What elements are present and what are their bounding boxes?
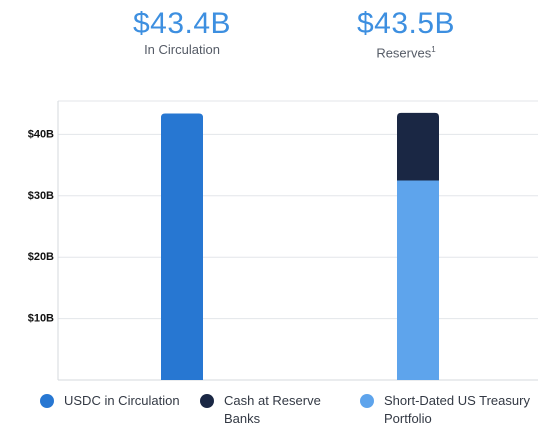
bar-segment — [397, 112, 439, 181]
stat-circulation: $43.4B In Circulation — [92, 6, 272, 58]
y-tick-label: $40B — [28, 128, 54, 140]
legend-item-treasury: Short-Dated US Treasury Portfolio — [360, 392, 530, 428]
bar-segment — [161, 113, 203, 381]
bar-segment — [397, 180, 439, 380]
legend-label-circulation: USDC in Circulation — [64, 393, 180, 408]
legend-item-cash: Cash at Reserve Banks — [200, 392, 360, 428]
reserves-label-text: Reserves — [376, 45, 432, 61]
chart-legend: USDC in Circulation Cash at Reserve Bank… — [0, 392, 548, 432]
reserves-footnote-marker[interactable]: 1 — [431, 45, 436, 54]
reserves-value: $43.5B — [356, 7, 456, 40]
circulation-label: In Circulation — [92, 42, 272, 58]
y-tick-label: $30B — [28, 190, 54, 202]
legend-item-circulation: USDC in Circulation — [40, 392, 200, 410]
reserves-label: Reserves1 — [316, 42, 496, 61]
circulation-label-text: In Circulation — [144, 42, 220, 57]
legend-label-cash: Cash at Reserve Banks — [224, 393, 321, 426]
reserves-bar-chart: $10B $20B $30B $40B — [28, 100, 538, 381]
legend-label-treasury: Short-Dated US Treasury Portfolio — [384, 393, 530, 426]
y-tick-label: $20B — [28, 251, 54, 263]
legend-swatch-circulation — [40, 394, 54, 408]
y-tick-label: $10B — [28, 313, 54, 325]
circulation-value: $43.4B — [132, 7, 232, 40]
legend-swatch-treasury — [360, 394, 374, 408]
stat-reserves: $43.5B Reserves1 — [316, 6, 496, 61]
legend-swatch-cash — [200, 394, 214, 408]
